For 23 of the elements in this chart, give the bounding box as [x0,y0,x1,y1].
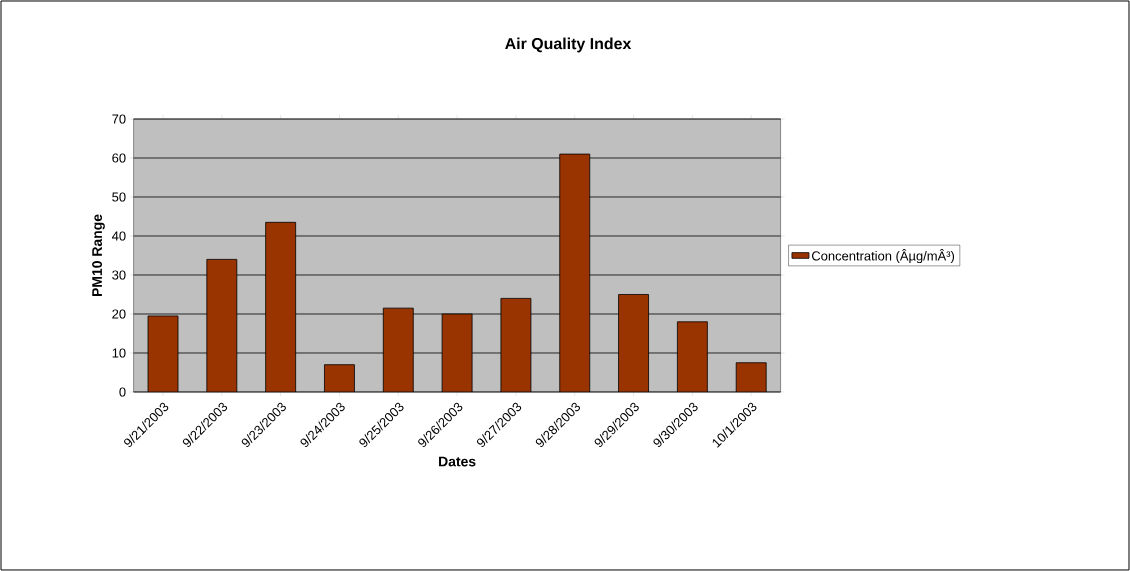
y-tick-label: 40 [111,231,126,241]
y-tick-label: 10 [112,348,126,358]
bar [265,221,297,392]
bar [618,294,649,392]
y-axis-title: PM10 Range [92,214,105,297]
y-tick-label: 20 [112,309,126,319]
y-tick-label: 60 [112,153,126,163]
bar [441,313,473,392]
y-tick-label: 30 [112,270,126,280]
bar [559,153,591,392]
bar [382,307,414,392]
chart-title: Air Quality Index [505,37,632,53]
bar [676,321,708,392]
bar [735,362,767,392]
x-axis-title: Dates [439,456,476,467]
y-tick-label: 50 [112,192,126,202]
bar [500,297,532,392]
bar [324,364,355,392]
bar [147,315,179,392]
legend-label: Concentration (Âµg/mÂ³) [812,249,955,264]
y-tick-label: 0 [119,387,126,397]
y-tick-label: 70 [112,114,126,124]
bar [206,258,238,392]
